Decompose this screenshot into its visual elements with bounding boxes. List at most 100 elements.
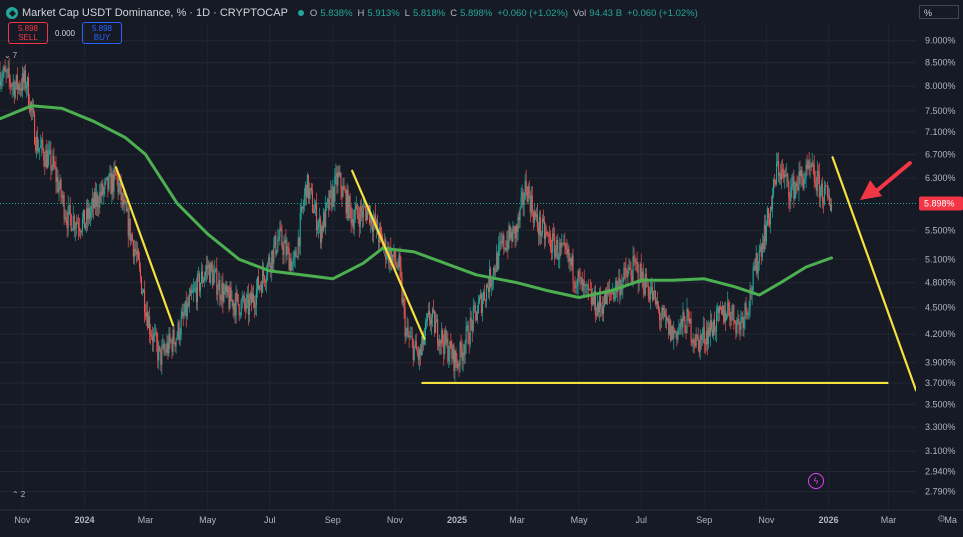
candle-body	[221, 283, 223, 301]
candle-body	[399, 254, 401, 267]
candle-body	[334, 175, 336, 202]
candle-body	[46, 150, 48, 169]
trendline-annotation	[351, 169, 426, 340]
candle-body	[187, 303, 189, 306]
candle-body	[455, 350, 457, 363]
candle-body	[329, 190, 331, 210]
candle-body	[17, 84, 19, 90]
candle-body	[53, 155, 55, 167]
candle-body	[570, 258, 572, 266]
candle-body	[652, 291, 654, 300]
candle-body	[785, 174, 787, 176]
sell-button[interactable]: 5.898 SELL	[8, 22, 48, 44]
candle-body	[264, 276, 266, 283]
candle-body	[290, 258, 292, 271]
candle-body	[224, 285, 226, 291]
candle-body	[167, 342, 169, 354]
candle-body	[316, 227, 319, 230]
candle-body	[153, 333, 155, 342]
candle-body	[508, 225, 510, 249]
candle-body	[193, 288, 195, 290]
candle-body	[343, 186, 345, 190]
candle-body	[598, 295, 601, 313]
price-scale-unit[interactable]: %	[919, 5, 959, 19]
candle-body	[80, 231, 82, 233]
ohlc-key: L	[404, 7, 410, 19]
flash-icon[interactable]: ϟ	[808, 473, 824, 489]
indicators-toggle[interactable]: ⌄ 7	[4, 51, 17, 60]
candle-body	[561, 243, 563, 248]
ohlc-value: 5.898%	[460, 7, 493, 19]
candle-body	[135, 251, 137, 255]
candle-body	[640, 264, 642, 280]
candle-body	[231, 300, 233, 302]
candle-body	[705, 331, 707, 345]
moving-average-line	[0, 104, 833, 299]
candle-body	[489, 268, 491, 293]
arrow-annotation-head	[860, 180, 883, 201]
time-tick-label: Jul	[264, 515, 276, 525]
candle-body	[346, 189, 348, 214]
candle-body	[564, 242, 566, 245]
candle-body	[538, 217, 540, 235]
gear-icon[interactable]: ⚙	[937, 514, 946, 525]
candle-body	[469, 317, 471, 344]
buy-button[interactable]: 5.898 BUY	[82, 22, 122, 44]
candle-body	[7, 68, 9, 71]
bottom-indicators-toggle[interactable]: ⌃ 2	[12, 490, 25, 499]
candle-body	[664, 310, 666, 317]
candle-body	[411, 336, 413, 340]
candle-body	[175, 338, 177, 347]
time-tick-label: 2026	[818, 515, 838, 525]
candle-body	[27, 77, 30, 106]
candle-body	[229, 287, 231, 309]
candle-body	[432, 309, 434, 318]
price-axis[interactable]: 9.000% 8.500% 8.000% 7.500% 7.100% 6.700% 6.30…	[916, 0, 963, 537]
candle-body	[130, 234, 132, 241]
candle-body	[83, 209, 86, 229]
candle-body	[669, 320, 671, 335]
candle-body	[87, 207, 90, 220]
candle-body	[91, 205, 93, 213]
candle-body	[106, 176, 108, 180]
candle-body	[151, 335, 153, 337]
candle-body	[483, 291, 486, 300]
time-axis[interactable]: Nov 2024 Mar May Jul Sep Nov 2025 Mar May Jul Sep No…	[0, 509, 963, 525]
ohlc-value: 5.913%	[367, 7, 400, 19]
time-tick-label: May	[571, 515, 589, 525]
candle-body	[361, 211, 363, 218]
price-tick-label: 3.100%	[925, 446, 956, 456]
candle-body	[152, 336, 154, 342]
candle-body	[222, 283, 224, 302]
candle-body	[554, 236, 556, 258]
candle-body	[246, 294, 248, 298]
candle-body	[68, 205, 70, 207]
candle-body	[728, 302, 730, 309]
candle-body	[370, 213, 373, 226]
candle-body	[594, 290, 596, 316]
candle-body	[363, 206, 365, 207]
candle-body	[404, 307, 406, 337]
candle-body	[287, 246, 289, 249]
symbol-title[interactable]: Market Cap USDT Dominance, % · 1D · CRYP…	[22, 7, 288, 19]
candle-body	[195, 287, 197, 303]
candle-body	[409, 336, 411, 338]
candle-body	[395, 261, 397, 265]
candle-body	[799, 171, 801, 176]
candle-body	[66, 220, 68, 229]
candle-body	[734, 321, 736, 324]
candle-body	[523, 199, 525, 205]
candle-body	[414, 340, 416, 347]
candle-body	[282, 246, 284, 255]
candle-body	[537, 227, 539, 235]
time-tick-label: May	[199, 515, 217, 525]
candle-body	[573, 281, 575, 283]
candle-body	[369, 213, 372, 224]
candle-body	[615, 280, 617, 293]
candle-body	[302, 205, 304, 209]
candle-body	[112, 174, 114, 192]
candle-body	[518, 216, 520, 221]
candle-body	[141, 292, 144, 294]
candle-body	[649, 290, 651, 300]
